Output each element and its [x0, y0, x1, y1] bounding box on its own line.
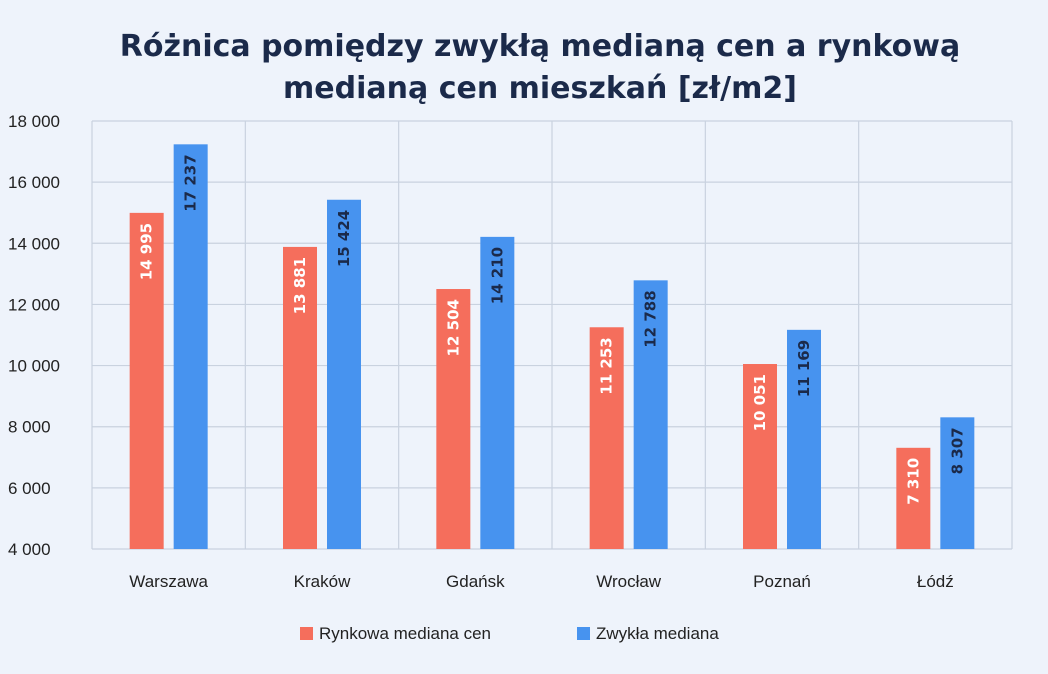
bar — [283, 246, 317, 550]
y-tick-label: 6 000 — [8, 479, 51, 498]
data-label: 14 995 — [138, 223, 156, 280]
legend-swatch — [300, 627, 313, 640]
bar — [129, 212, 164, 550]
bar — [896, 447, 931, 549]
bar — [787, 329, 821, 549]
x-category-label: Łódź — [917, 572, 954, 591]
legend-item: Rynkowa mediana cen — [300, 624, 491, 643]
y-tick-label: 14 000 — [8, 234, 60, 253]
y-tick-label: 4 000 — [8, 540, 51, 559]
chart-title: Różnica pomiędzy zwykłą medianą cen a ry… — [120, 29, 960, 106]
y-tick-label: 8 000 — [8, 418, 51, 437]
x-axis-categories: Warszawa Kraków Gdańsk Wrocław Poznań Łódź — [129, 572, 953, 591]
x-category-label: Warszawa — [129, 572, 208, 591]
legend-item: Zwykła mediana — [577, 624, 719, 643]
bar — [173, 144, 208, 550]
bar — [940, 417, 975, 549]
data-label: 11 169 — [795, 340, 813, 397]
data-label: 7 310 — [904, 458, 922, 505]
legend-label: Rynkowa mediana cen — [319, 624, 491, 643]
chart-title-line-1: Różnica pomiędzy zwykłą medianą cen a ry… — [120, 29, 960, 64]
data-label: 12 504 — [444, 299, 462, 356]
data-label: 14 210 — [488, 247, 506, 304]
legend-label: Zwykła mediana — [596, 624, 719, 643]
bar — [743, 364, 777, 549]
y-axis-ticks: 4 000 6 000 8 000 10 000 12 000 14 000 16 000 1… — [8, 112, 60, 559]
bar — [480, 236, 515, 549]
chart-title-line-2: medianą cen mieszkań [zł/m2] — [283, 71, 797, 106]
data-label: 8 307 — [948, 427, 966, 474]
data-label: 13 881 — [291, 257, 309, 314]
data-label: 15 424 — [335, 210, 353, 267]
y-tick-label: 16 000 — [8, 173, 60, 192]
data-label: 17 237 — [182, 154, 200, 211]
y-tick-label: 18 000 — [8, 112, 60, 131]
x-category-label: Wrocław — [596, 572, 662, 591]
x-category-label: Gdańsk — [446, 572, 505, 591]
legend: Rynkowa mediana cen Zwykła mediana — [300, 624, 719, 643]
data-label: 10 051 — [751, 374, 769, 431]
x-category-label: Kraków — [294, 572, 351, 591]
bar — [589, 327, 624, 549]
y-tick-label: 12 000 — [8, 295, 60, 314]
data-label: 11 253 — [598, 337, 616, 394]
x-category-label: Poznań — [753, 572, 811, 591]
bar — [327, 199, 361, 549]
grid — [91, 120, 1013, 550]
bars: 14 995 17 237 13 881 15 424 12 504 14 210 11 2… — [129, 144, 975, 550]
bar — [436, 289, 471, 549]
legend-swatch — [577, 627, 590, 640]
y-tick-label: 10 000 — [8, 357, 60, 376]
data-label: 12 788 — [642, 290, 660, 347]
bar — [633, 280, 668, 549]
